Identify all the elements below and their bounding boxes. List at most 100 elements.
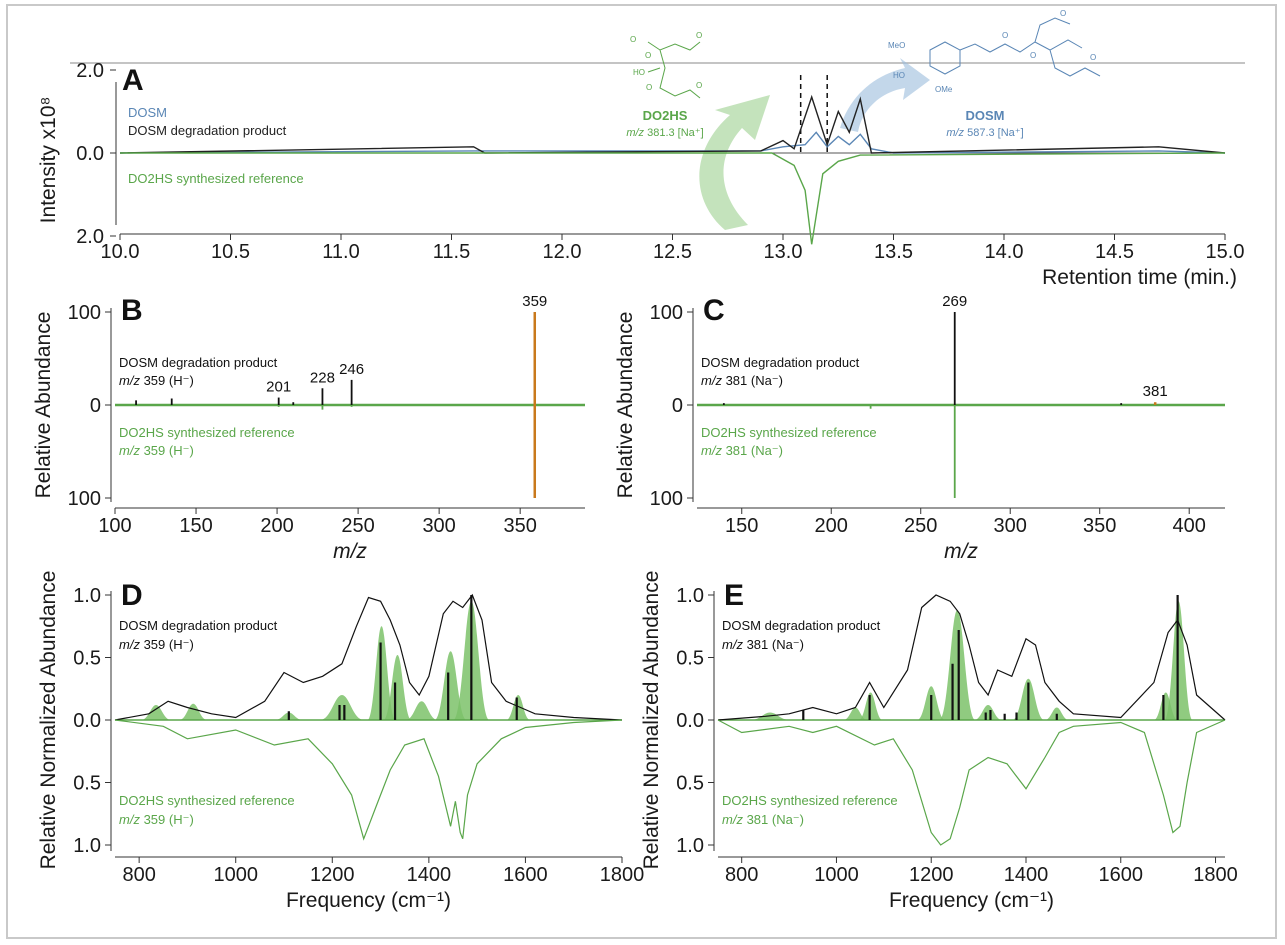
mz-value: 359 (H⁻) xyxy=(144,812,194,827)
mz-value: 359 (H⁻) xyxy=(144,373,194,388)
panel-c-upper-mz: m/z 381 (Na⁻) xyxy=(701,373,783,388)
panel-e-y-tick-label: 0.0 xyxy=(676,710,704,732)
panel-c-x-tick-label: 150 xyxy=(725,515,758,537)
atom-label: O xyxy=(646,83,652,92)
panel-a-x-tick-label: 12.0 xyxy=(543,241,582,263)
panel-e-calc-band xyxy=(843,707,868,720)
panel-e-upper-mz: m/z 381 (Na⁻) xyxy=(722,637,804,652)
panel-c-peak-label: 269 xyxy=(942,293,967,310)
mz-prefix: m/z xyxy=(119,373,144,388)
panel-e-letter: E xyxy=(724,579,744,612)
atom-label: O xyxy=(645,51,651,60)
dosm-mz-label: m/z 587.3 [Na⁺] xyxy=(946,127,1023,139)
panel-c-x-tick-label: 300 xyxy=(994,515,1027,537)
panel-a-x-axis-label: Retention time (min.) xyxy=(1042,266,1237,289)
do2hs-mz-value: 381.3 [Na⁺] xyxy=(647,127,704,139)
panel-d-x-tick-label: 1800 xyxy=(600,864,645,886)
panel-c-y-tick-label: 100 xyxy=(650,302,683,324)
mz-prefix: m/z xyxy=(701,373,726,388)
atom-label: OMe xyxy=(935,85,953,94)
panel-b-y-tick-label: 100 xyxy=(68,488,101,510)
legend-do2hs-reference: DO2HS synthesized reference xyxy=(128,171,304,186)
atom-label: O xyxy=(630,35,636,44)
do2hs-name-label: DO2HS xyxy=(643,108,688,123)
panel-a-x-tick-label: 14.5 xyxy=(1095,241,1134,263)
panel-d-calc-band xyxy=(179,703,208,720)
panel-a-x-tick-label: 11.5 xyxy=(433,241,470,263)
panel-a-x-tick-label: 13.0 xyxy=(764,241,803,263)
dosm-mz-value: 587.3 [Na⁺] xyxy=(967,127,1024,139)
panel-e-experimental-lower-line xyxy=(717,719,1226,846)
mz-prefix: m/z xyxy=(722,812,747,827)
panel-d-x-tick-label: 1400 xyxy=(407,864,452,886)
panel-b-x-axis-label: m/z xyxy=(333,540,367,563)
panel-d-calc-band xyxy=(434,651,467,720)
green-curved-arrow xyxy=(699,95,770,230)
panel-c-lower-mz: m/z 381 (Na⁻) xyxy=(701,443,783,458)
panel-d-x-axis-label: Frequency (cm⁻¹) xyxy=(286,889,451,912)
panel-b-x-tick-label: 100 xyxy=(98,515,131,537)
panel-b-y-tick-label: 100 xyxy=(68,302,101,324)
panel-d-calc-band xyxy=(506,695,531,720)
figure-frame xyxy=(6,4,1277,939)
atom-label: HO xyxy=(633,68,645,77)
mz-prefix: m/z xyxy=(119,443,144,458)
panel-b-y-tick-label: 0 xyxy=(90,395,101,417)
panel-e-lower-mz: m/z 381 (Na⁻) xyxy=(722,812,804,827)
panel-b-lower-mz: m/z 359 (H⁻) xyxy=(119,443,194,458)
panel-e-calc-band xyxy=(974,705,1003,720)
panel-a-y-tick-label: 2.0 xyxy=(76,60,104,82)
panel-e-x-tick-label: 800 xyxy=(725,864,758,886)
panel-c-x-axis-label: m/z xyxy=(944,540,978,563)
panel-a-letter: A xyxy=(122,64,144,97)
panel-e-x-tick-label: 1400 xyxy=(1004,864,1049,886)
panel-d-y-tick-label: 1.0 xyxy=(73,585,101,607)
panel-c-lower-label: DO2HS synthesized reference xyxy=(701,425,877,440)
blue-curved-arrow xyxy=(840,58,930,132)
panel-a-x-tick-label: 15.0 xyxy=(1206,241,1245,263)
panel-b-precursor-label: 359 xyxy=(522,293,547,310)
panel-c-x-tick-label: 200 xyxy=(815,515,848,537)
panel-d-lower-mz: m/z 359 (H⁻) xyxy=(119,812,194,827)
panel-d-y-tick-label: 1.0 xyxy=(73,835,101,857)
atom-label: O xyxy=(696,31,702,40)
panel-b-peak-label: 201 xyxy=(266,379,291,396)
panel-d-upper-label: DOSM degradation product xyxy=(119,618,278,633)
atom-label: O xyxy=(1002,31,1008,40)
panel-a-y-tick-label: 2.0 xyxy=(76,226,104,248)
panel-d-x-tick-label: 1000 xyxy=(213,864,258,886)
panel-c-y-tick-label: 100 xyxy=(650,488,683,510)
mz-prefix: m/z xyxy=(722,637,747,652)
panel-b-x-tick-label: 200 xyxy=(260,515,293,537)
atom-label: O xyxy=(1060,9,1066,18)
panel-d-upper-mz: m/z 359 (H⁻) xyxy=(119,637,194,652)
dosm-mz-prefix: m/z xyxy=(946,127,967,139)
panel-d-calc-band xyxy=(405,701,438,720)
panel-d-calc-band xyxy=(319,695,364,720)
panel-a-series-line xyxy=(120,152,1226,245)
panel-d-experimental-upper-line xyxy=(114,593,623,721)
panel-d-experimental-lower-line xyxy=(114,719,623,841)
panel-e-calc-band xyxy=(939,610,976,720)
panel-c-y-tick-label: 0 xyxy=(672,395,683,417)
panel-e-experimental-upper-line xyxy=(717,594,1226,721)
panel-a-x-tick-label: 10.0 xyxy=(101,241,140,263)
panel-e-y-tick-label: 1.0 xyxy=(676,585,704,607)
mz-prefix: m/z xyxy=(119,637,144,652)
panel-c-x-tick-label: 250 xyxy=(904,515,937,537)
panel-d-x-tick-label: 1200 xyxy=(310,864,355,886)
panel-b-upper-label: DOSM degradation product xyxy=(119,355,278,370)
mz-value: 359 (H⁻) xyxy=(144,443,194,458)
panel-b-x-tick-label: 300 xyxy=(422,515,455,537)
panel-e-x-tick-label: 1600 xyxy=(1099,864,1144,886)
panel-d-y-tick-label: 0.5 xyxy=(73,648,101,670)
panel-e-x-tick-label: 1200 xyxy=(909,864,954,886)
panel-b-x-tick-label: 250 xyxy=(341,515,374,537)
do2hs-bonds xyxy=(647,41,701,99)
panel-d-y-axis-label: Relative Normalized Abundance xyxy=(37,571,60,870)
panel-a-y-axis-label: Intensity x10⁸ xyxy=(37,97,60,224)
panel-e-y-tick-label: 1.0 xyxy=(676,835,704,857)
atom-label: HO xyxy=(893,71,905,80)
panel-b-upper-mz: m/z 359 (H⁻) xyxy=(119,373,194,388)
panel-b-y-axis-label: Relative Abundance xyxy=(32,312,55,499)
